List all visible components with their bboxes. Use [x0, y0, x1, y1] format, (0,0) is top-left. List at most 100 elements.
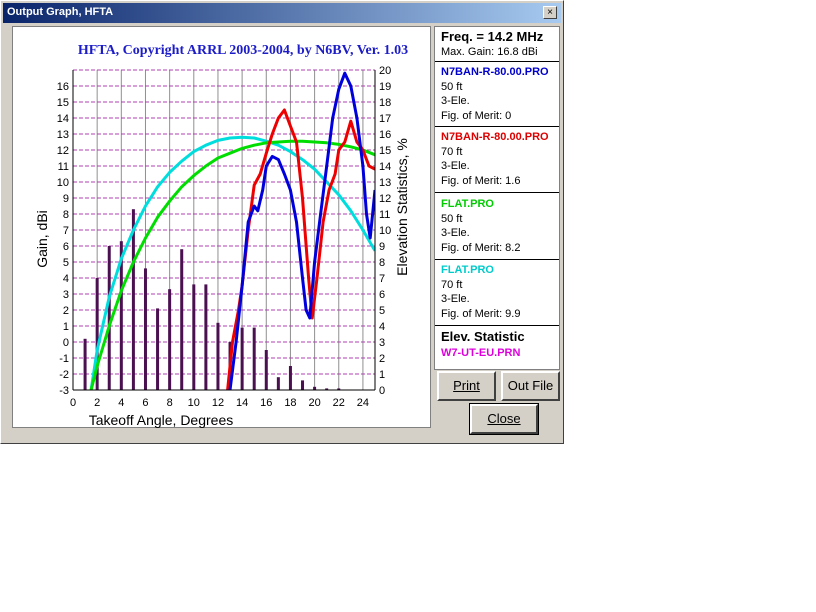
y2-tick-label: 9 — [379, 241, 385, 253]
y-tick-label: 12 — [57, 145, 69, 157]
x-tick-label: 20 — [308, 397, 320, 409]
series-line — [228, 71, 375, 390]
y2-tick-label: 12 — [379, 193, 391, 205]
legend-panel: Freq. = 14.2 MHz Max. Gain: 16.8 dBi N7B… — [434, 26, 560, 370]
legend-entry-4-height: 70 ft — [441, 279, 463, 291]
legend-entry-2-file: N7BAN-R-80.00.PRO — [441, 131, 549, 143]
y-tick-label: 2 — [63, 305, 69, 317]
elevation-stat-bar — [83, 338, 87, 390]
y2-tick-label: 4 — [379, 321, 385, 333]
y2-tick-label: 3 — [379, 337, 385, 349]
y2-tick-label: 0 — [379, 385, 385, 397]
y-tick-label: -3 — [59, 385, 69, 397]
legend-entry-4-ele: 3-Ele. — [441, 293, 470, 305]
print-button-label: Print — [453, 378, 480, 393]
elevation-stat-bar — [325, 388, 329, 390]
x-tick-label: 18 — [284, 397, 296, 409]
legend-entry-2-ele: 3-Ele. — [441, 160, 470, 172]
elevation-stat-bar — [143, 268, 147, 390]
y2-tick-label: 19 — [379, 81, 391, 93]
y-tick-label: 10 — [57, 177, 69, 189]
x-axis-label: Takeoff Angle, Degrees — [89, 412, 234, 428]
close-button-label: Close — [487, 411, 521, 426]
y-tick-label: 4 — [63, 273, 69, 285]
elevation-stat-bar — [337, 388, 341, 390]
x-tick-label: 6 — [142, 397, 148, 409]
elevation-stat-bar — [252, 327, 256, 390]
legend-entry-2-merit: Fig. of Merit: 1.6 — [441, 175, 521, 187]
y2-tick-label: 17 — [379, 113, 391, 125]
y2-tick-label: 6 — [379, 289, 385, 301]
x-tick-label: 4 — [118, 397, 124, 409]
y-tick-label: 5 — [63, 257, 69, 269]
legend-entry-3-file: FLAT.PRO — [441, 198, 494, 210]
series-line — [89, 139, 375, 390]
y2-tick-label: 1 — [379, 369, 385, 381]
print-button[interactable]: Print — [437, 371, 496, 401]
elev-statistic-file: W7-UT-EU.PRN — [441, 347, 521, 359]
y-tick-label: 9 — [63, 193, 69, 205]
divider — [435, 192, 559, 193]
chart-title: HFTA, Copyright ARRL 2003-2004, by N6BV,… — [78, 43, 408, 58]
y2-tick-label: 7 — [379, 273, 385, 285]
y-tick-label: 15 — [57, 97, 69, 109]
elevation-stat-bar — [276, 377, 280, 390]
elevation-stat-bar — [240, 327, 244, 390]
y-tick-label: 7 — [63, 225, 69, 237]
x-tick-label: 8 — [167, 397, 173, 409]
y2-tick-label: 14 — [379, 161, 391, 173]
y-tick-label: 13 — [57, 129, 69, 141]
elevation-stat-bar — [180, 249, 184, 390]
chart-svg: 0 2 4 6 8 10 12 14 16 18 20 22 24-3-2-10123456789101… — [34, 43, 410, 428]
legend-entry-3-ele: 3-Ele. — [441, 227, 470, 239]
y-tick-label: 16 — [57, 81, 69, 93]
elevation-stat-bar — [95, 278, 99, 390]
y-axis-label: Gain, dBi — [34, 210, 50, 268]
y2-tick-label: 13 — [379, 177, 391, 189]
elevation-stat-bar — [119, 241, 123, 390]
series-line — [226, 108, 375, 390]
y2-tick-label: 8 — [379, 257, 385, 269]
x-tick-label: 24 — [357, 397, 369, 409]
y2-tick-label: 20 — [379, 65, 391, 77]
legend-entry-4-file: FLAT.PRO — [441, 264, 494, 276]
divider — [435, 259, 559, 260]
x-tick-label: 10 — [188, 397, 200, 409]
elevation-stat-bar — [107, 246, 111, 390]
elev-statistic-heading: Elev. Statistic — [441, 329, 525, 344]
elevation-stat-bar — [216, 322, 220, 390]
x-tick-label: 16 — [260, 397, 272, 409]
x-tick-label: 0 — [70, 397, 76, 409]
window-title: Output Graph, HFTA — [7, 6, 114, 18]
close-window-icon[interactable]: × — [543, 6, 557, 19]
divider — [435, 61, 559, 62]
title-bar[interactable]: Output Graph, HFTA × — [3, 3, 561, 23]
y2-tick-label: 15 — [379, 145, 391, 157]
y-tick-label: 8 — [63, 209, 69, 221]
elevation-stat-bar — [313, 386, 317, 390]
close-button[interactable]: Close — [469, 403, 539, 435]
y-tick-label: 1 — [63, 321, 69, 333]
divider — [435, 126, 559, 127]
elevation-stat-bar — [168, 289, 172, 390]
y2-tick-label: 11 — [379, 209, 390, 221]
max-gain-label: Max. Gain: 16.8 dBi — [441, 46, 538, 58]
y-tick-label: 14 — [57, 113, 69, 125]
output-graph-window: Output Graph, HFTA × 0 2 4 6 8 10 12 14 16 18 20 22… — [0, 0, 564, 444]
y-tick-label: 3 — [63, 289, 69, 301]
y2-tick-label: 10 — [379, 225, 391, 237]
elevation-stat-bar — [131, 209, 135, 390]
elevation-stat-bar — [264, 350, 268, 390]
elevation-stat-bar — [288, 366, 292, 390]
x-tick-label: 12 — [212, 397, 224, 409]
legend-entry-2-height: 70 ft — [441, 146, 463, 158]
legend-entry-4-merit: Fig. of Merit: 9.9 — [441, 308, 521, 320]
elevation-stat-bar — [204, 284, 208, 390]
elevation-stat-bar — [156, 308, 160, 390]
legend-entry-1-height: 50 ft — [441, 81, 463, 93]
x-tick-label: 2 — [94, 397, 100, 409]
y-tick-label: 0 — [63, 337, 69, 349]
elevation-stat-bar — [301, 380, 305, 390]
y-tick-label: 11 — [58, 161, 69, 173]
out-file-button[interactable]: Out File — [501, 371, 560, 401]
